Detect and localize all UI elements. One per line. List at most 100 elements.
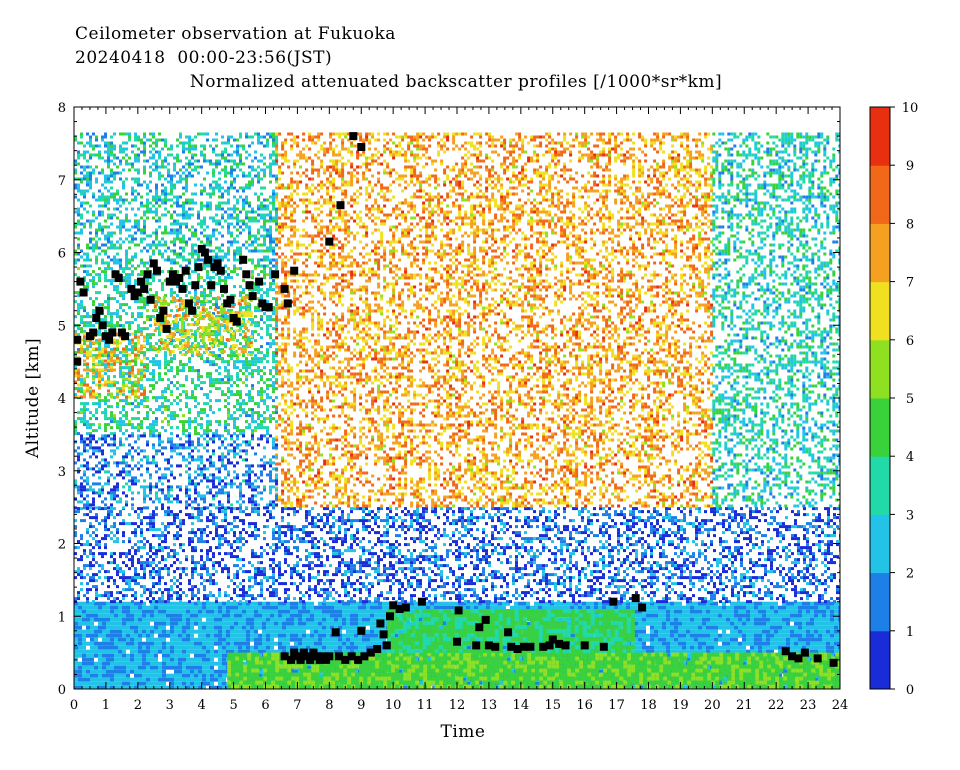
cloud-base-point-16 [127, 284, 136, 293]
cloud-base-point-87 [366, 648, 375, 657]
heatmap-region-10 [74, 434, 278, 510]
cloud-base-point-50 [239, 255, 248, 264]
cloud-base-point-105 [507, 642, 516, 651]
cloud-base-point-5 [89, 328, 98, 337]
cloud-base-point-104 [504, 628, 513, 637]
cloud-base-point-24 [153, 266, 161, 275]
cloud-base-point-95 [401, 603, 410, 612]
cloud-base-point-81 [334, 652, 343, 661]
x-tick-label-21: 21 [736, 698, 753, 713]
cloud-base-point-18 [133, 288, 142, 297]
cloud-base-point-41 [207, 281, 216, 290]
heatmap-region-7 [275, 132, 714, 508]
cloud-base-point-88 [373, 645, 382, 653]
cloud-base-point-2 [76, 277, 85, 286]
x-tick-label-13: 13 [481, 698, 498, 713]
cloud-base-point-23 [149, 259, 158, 268]
cloud-base-point-65 [357, 143, 366, 151]
x-tick-label-18: 18 [640, 698, 657, 713]
cloud-base-point-117 [631, 594, 640, 603]
colorbar-segment-2 [870, 514, 890, 574]
cloud-base-point-22 [146, 295, 155, 304]
colorbar-tick-label-10: 10 [902, 101, 919, 116]
colorbar-tick-label-0: 0 [906, 683, 914, 698]
x-tick-label-8: 8 [325, 698, 333, 713]
x-tick-label-3: 3 [166, 698, 174, 713]
colorbar-tick-label-7: 7 [906, 276, 914, 291]
cloud-base-point-3 [79, 288, 88, 297]
cloud-base-point-34 [184, 299, 193, 308]
y-tick-label-7: 7 [58, 174, 66, 189]
cloud-base-point-45 [220, 284, 228, 293]
colorbar-tick-label-1: 1 [906, 625, 914, 640]
heatmap-region-9 [74, 132, 278, 268]
cloud-base-point-36 [191, 281, 200, 290]
cloud-base-point-64 [349, 132, 358, 141]
cloud-base-point-91 [382, 641, 391, 650]
cloud-base-point-110 [545, 641, 554, 650]
colorbar-tick-label-9: 9 [906, 159, 914, 174]
cloud-base-point-70 [296, 655, 305, 664]
cloud-base-point-73 [306, 655, 315, 664]
cloud-base-point-119 [781, 647, 790, 656]
x-tick-label-7: 7 [293, 698, 301, 713]
cloud-base-point-107 [520, 642, 528, 651]
x-tick-label-19: 19 [672, 698, 689, 713]
cloud-base-point-35 [188, 306, 197, 315]
cloud-base-point-26 [159, 306, 168, 315]
x-tick-label-16: 16 [576, 698, 593, 713]
x-tick-label-15: 15 [544, 698, 561, 713]
colorbar-tick-label-6: 6 [906, 334, 914, 349]
cloud-base-point-90 [379, 630, 388, 639]
cloud-base-point-115 [599, 642, 608, 651]
x-tick-label-5: 5 [229, 698, 237, 713]
x-tick-label-11: 11 [417, 698, 434, 713]
x-tick-label-23: 23 [800, 698, 817, 713]
colorbar-tick-label-4: 4 [906, 450, 914, 465]
cloud-base-point-57 [264, 303, 273, 312]
cloud-base-point-31 [175, 274, 184, 282]
x-tick-label-1: 1 [102, 698, 110, 713]
x-tick-label-2: 2 [134, 698, 142, 713]
y-tick-label-5: 5 [58, 319, 66, 334]
cloud-base-point-109 [539, 642, 548, 651]
colorbar-segment-5 [870, 339, 890, 399]
colorbar-segment-4 [870, 398, 890, 457]
x-tick-label-10: 10 [385, 698, 402, 713]
x-tick-label-4: 4 [198, 698, 206, 713]
cloud-base-point-112 [555, 639, 564, 648]
cloud-base-point-32 [178, 284, 187, 293]
colorbar-segment-6 [870, 281, 890, 341]
cloud-base-point-54 [255, 277, 264, 286]
cloud-base-point-79 [325, 652, 334, 661]
cloud-base-point-15 [121, 332, 130, 341]
cloud-base-point-19 [137, 277, 145, 286]
cloud-base-point-7 [95, 306, 104, 315]
colorbar-segment-3 [870, 456, 890, 515]
colorbar-segment-8 [870, 165, 890, 224]
cloud-base-point-92 [386, 612, 394, 621]
cloud-base-point-98 [454, 606, 463, 615]
x-tick-label-22: 22 [768, 698, 785, 713]
cloud-base-point-61 [290, 266, 299, 275]
cloud-base-point-11 [108, 328, 117, 337]
cloud-base-point-8 [98, 321, 107, 330]
cloud-base-point-122 [800, 648, 809, 657]
cloud-base-point-39 [200, 248, 209, 257]
cloud-base-point-103 [491, 642, 500, 651]
y-tick-label-0: 0 [58, 683, 66, 698]
x-tick-label-6: 6 [261, 698, 269, 713]
x-tick-label-24: 24 [832, 698, 849, 713]
x-tick-label-0: 0 [70, 698, 78, 713]
y-tick-label-1: 1 [58, 610, 66, 625]
colorbar-tick-label-8: 8 [906, 217, 914, 232]
cloud-base-point-108 [526, 642, 535, 651]
chart-title-quantity: Normalized attenuated backscatter profil… [0, 72, 912, 92]
x-tick-label-20: 20 [704, 698, 721, 713]
x-tick-label-12: 12 [449, 698, 466, 713]
cloud-base-point-25 [156, 314, 165, 322]
cloud-base-point-118 [638, 603, 647, 612]
cloud-base-point-33 [181, 266, 190, 275]
cloud-base-point-53 [248, 292, 257, 301]
cloud-base-point-28 [165, 277, 174, 286]
